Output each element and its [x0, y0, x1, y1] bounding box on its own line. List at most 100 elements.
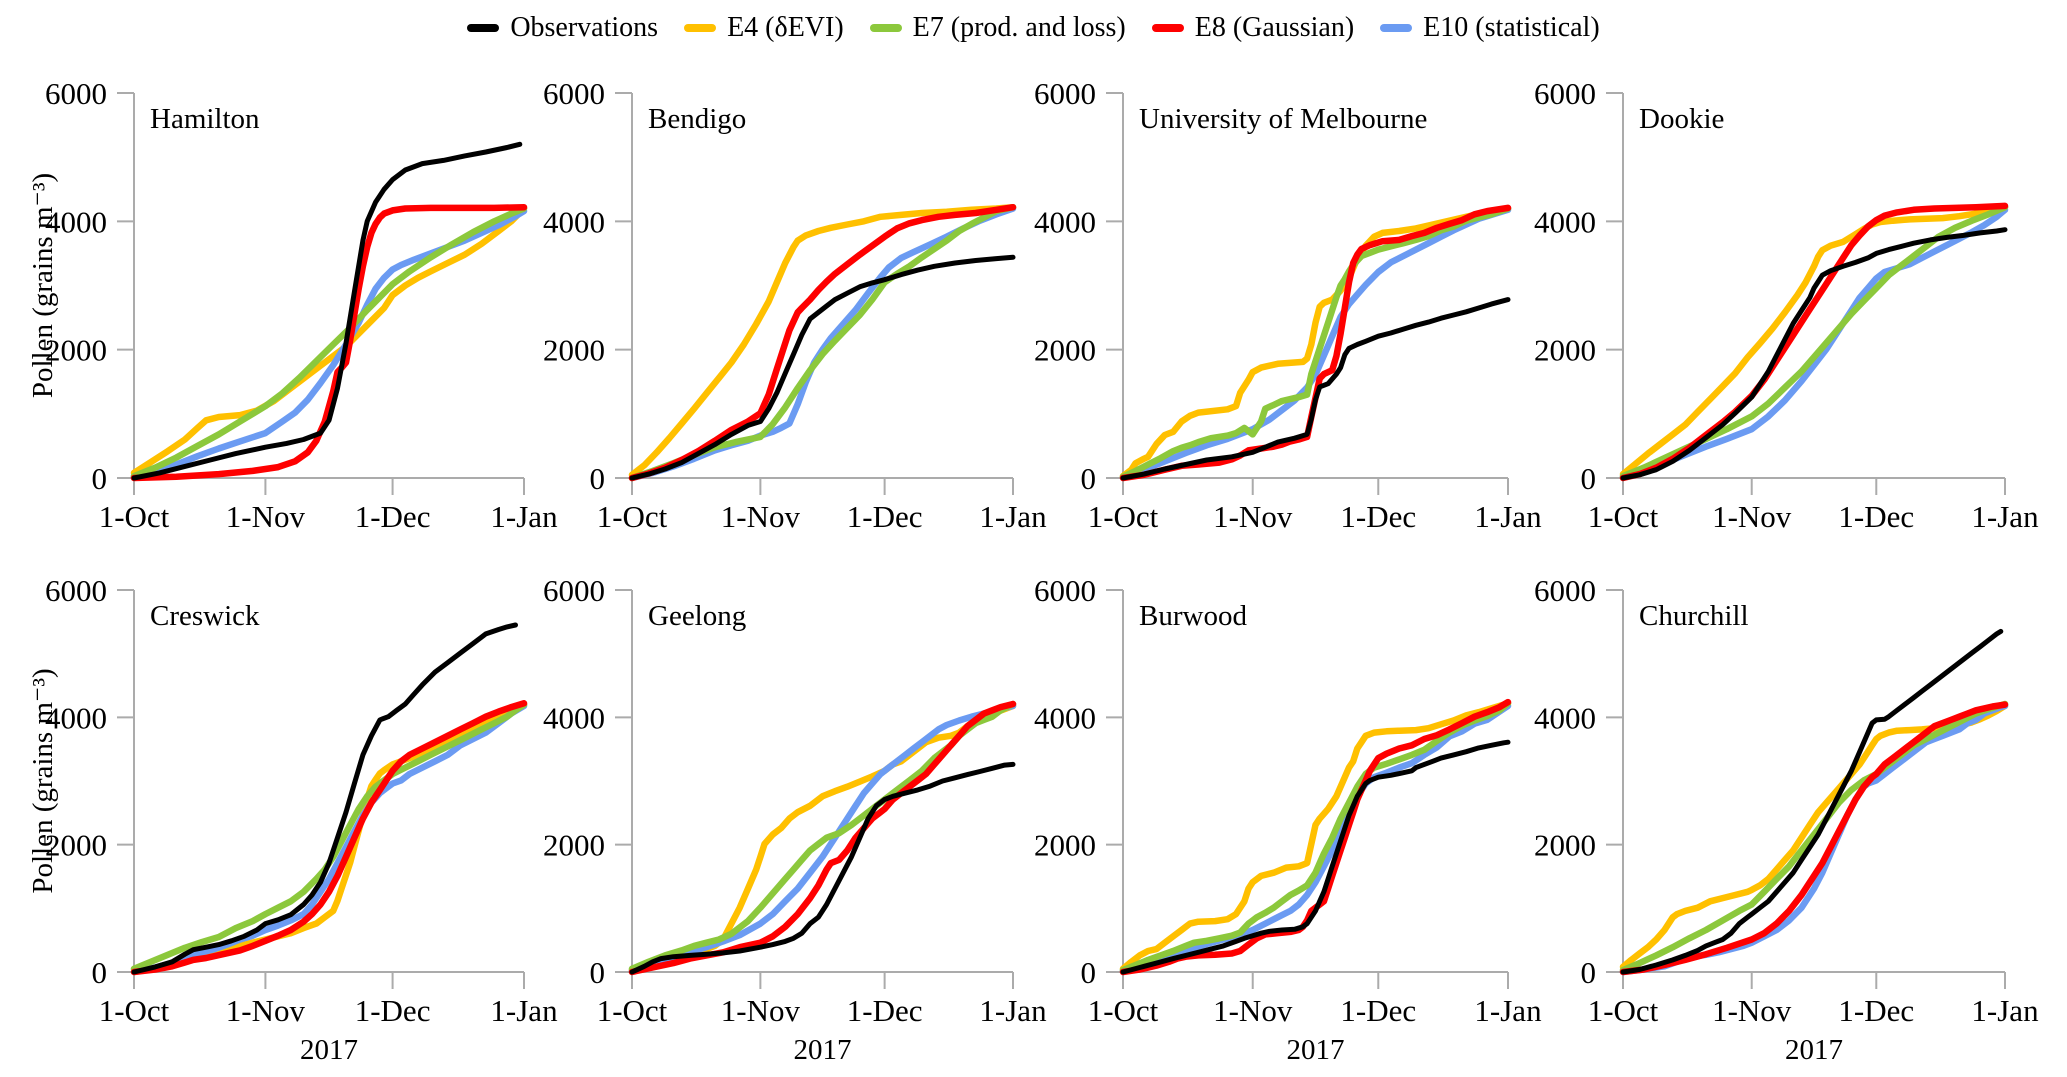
- x-tick-label: 1-Oct: [99, 993, 170, 1028]
- legend-label-e8: E8 (Gaussian): [1194, 12, 1355, 43]
- series-e4-line: [1619, 203, 2009, 478]
- y-tick-label: 0: [1581, 955, 1597, 990]
- series-e8-line: [1119, 204, 1512, 482]
- panel-title: Bendigo: [648, 103, 746, 135]
- series-e7-line: [1119, 205, 1512, 480]
- panel-creswick: 0 2000 4000 6000 1-Oct 1-Nov 1-Dec 1-Jan Creswic…: [27, 573, 558, 1066]
- y-tick-label: 4000: [45, 700, 107, 735]
- x-tick-label: 1-Oct: [99, 499, 170, 534]
- x-tick-label: 1-Jan: [1474, 499, 1542, 534]
- y-tick-label: 4000: [1034, 204, 1096, 239]
- x-axis-year-label: 2017: [794, 1034, 852, 1066]
- x-tick-label: 1-Oct: [1588, 993, 1659, 1028]
- y-tick-label: 2000: [1034, 828, 1096, 863]
- legend-item-e10: E10 (statistical): [1380, 12, 1600, 44]
- y-tick-label: 2000: [543, 828, 605, 863]
- x-axis-year-label: 2017: [300, 1034, 358, 1066]
- x-tick-label: 1-Jan: [490, 993, 558, 1028]
- series-e8-line: [1119, 698, 1512, 976]
- legend-swatch-e7: [869, 24, 902, 32]
- series-e10-line: [628, 205, 1017, 482]
- y-tick-label: 4000: [1534, 700, 1596, 735]
- y-tick-label: 6000: [45, 76, 107, 111]
- y-tick-label: 2000: [1534, 828, 1596, 863]
- y-tick-label: 6000: [543, 573, 605, 608]
- x-tick-label: 1-Dec: [355, 993, 431, 1028]
- chart-legend: Observations E4 (δEVI) E7 (prod. and loss)…: [0, 12, 2067, 44]
- x-tick-label: 1-Nov: [1712, 499, 1792, 534]
- legend-label-e4: E4 (δEVI): [727, 12, 844, 43]
- x-axis-year-label: 2017: [1785, 1034, 1843, 1066]
- y-axis-title: Pollen (grains m⁻³): [27, 173, 59, 398]
- legend-label-e10: E10 (statistical): [1423, 12, 1600, 43]
- series-obs-line: [131, 622, 518, 975]
- series-e7-line: [130, 701, 528, 973]
- panel-title: University of Melbourne: [1139, 103, 1427, 135]
- series-e7-line: [628, 203, 1017, 482]
- series-e4-line: [1119, 205, 1512, 480]
- series-e8-line: [130, 700, 528, 976]
- legend-item-e7: E7 (prod. and loss): [869, 12, 1126, 44]
- y-axis-title: Pollen (grains m⁻³): [27, 668, 59, 893]
- legend-label-obs: Observations: [510, 12, 659, 43]
- series-e4-line: [1619, 702, 2009, 971]
- x-tick-label: 1-Dec: [1838, 499, 1914, 534]
- x-tick-label: 1-Nov: [226, 993, 306, 1028]
- x-tick-label: 1-Jan: [1971, 499, 2039, 534]
- y-tick-label: 4000: [1534, 204, 1596, 239]
- y-tick-label: 0: [92, 955, 108, 990]
- y-tick-label: 0: [590, 955, 606, 990]
- series-obs-line: [1620, 227, 2008, 481]
- y-tick-label: 4000: [543, 204, 605, 239]
- y-tick-label: 2000: [45, 828, 107, 863]
- panel-title: Hamilton: [150, 103, 260, 135]
- panel-title: Dookie: [1639, 103, 1724, 135]
- y-tick-label: 4000: [1034, 700, 1096, 735]
- panel-title: Burwood: [1139, 600, 1247, 632]
- y-tick-label: 4000: [45, 204, 107, 239]
- x-tick-label: 1-Nov: [226, 499, 306, 534]
- y-tick-label: 0: [92, 461, 108, 496]
- series-e10-line: [130, 702, 528, 976]
- legend-swatch-e4: [684, 24, 717, 32]
- y-tick-label: 2000: [1034, 333, 1096, 368]
- legend-swatch-obs: [467, 24, 500, 32]
- x-tick-label: 1-Oct: [597, 993, 668, 1028]
- series-obs-line: [1120, 297, 1511, 481]
- series-e4-line: [130, 701, 528, 976]
- x-tick-label: 1-Dec: [847, 499, 923, 534]
- series-obs-line: [1120, 739, 1511, 975]
- series-obs-line: [629, 761, 1016, 975]
- x-tick-label: 1-Jan: [1474, 993, 1542, 1028]
- y-tick-label: 4000: [543, 700, 605, 735]
- panel-bendigo: 0 2000 4000 6000 1-Oct 1-Nov 1-Dec 1-Jan Bendigo: [543, 76, 1047, 534]
- series-e4-line: [1119, 700, 1512, 973]
- series-e8-line: [130, 203, 528, 482]
- x-tick-label: 1-Nov: [1213, 993, 1293, 1028]
- panel-dookie: 0 2000 4000 6000 1-Oct 1-Nov 1-Dec 1-Jan Dookie: [1534, 76, 2039, 534]
- series-obs-line: [131, 141, 523, 481]
- y-tick-label: 6000: [1034, 573, 1096, 608]
- x-tick-label: 1-Dec: [847, 993, 923, 1028]
- panel-geelong: 0 2000 4000 6000 1-Oct 1-Nov 1-Dec 1-Jan Geelong…: [543, 573, 1047, 1066]
- panel-title: Creswick: [150, 600, 260, 632]
- panel-title: Geelong: [648, 600, 746, 632]
- x-tick-label: 1-Oct: [597, 499, 668, 534]
- x-tick-label: 1-Dec: [1340, 993, 1416, 1028]
- panel-churchill: 0 2000 4000 6000 1-Oct 1-Nov 1-Dec 1-Jan Churchi…: [1534, 573, 2039, 1066]
- legend-swatch-e8: [1151, 24, 1184, 32]
- series-e4-line: [628, 203, 1017, 479]
- series-obs-line: [1620, 628, 2004, 975]
- legend-label-e7: E7 (prod. and loss): [912, 12, 1126, 43]
- series-e4-line: [130, 205, 528, 477]
- series-obs-line: [629, 254, 1016, 481]
- legend-item-e8: E8 (Gaussian): [1151, 12, 1355, 44]
- y-tick-label: 0: [1581, 461, 1597, 496]
- panel-burwood: 0 2000 4000 6000 1-Oct 1-Nov 1-Dec 1-Jan Burwood…: [1034, 573, 1542, 1066]
- series-e10-line: [628, 702, 1017, 974]
- series-e8-line: [628, 203, 1017, 482]
- series-e7-line: [130, 205, 528, 480]
- x-tick-label: 1-Nov: [1712, 993, 1792, 1028]
